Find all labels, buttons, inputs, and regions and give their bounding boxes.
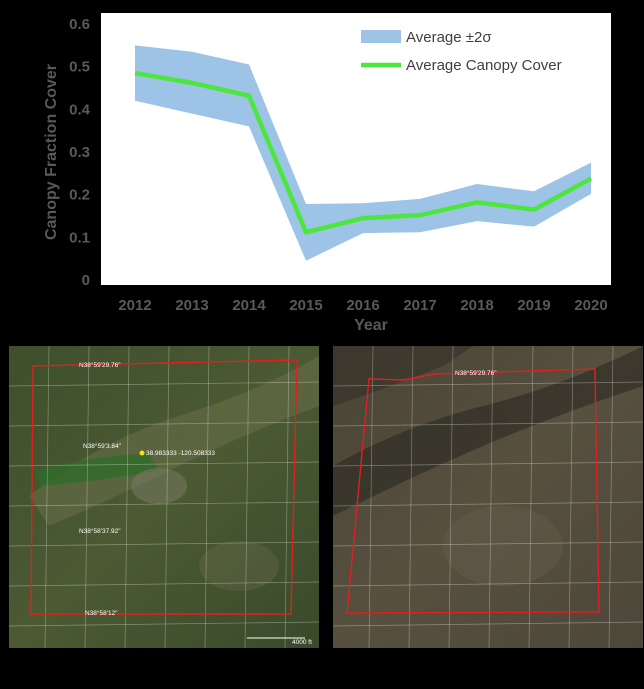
x-tick-label: 2020	[574, 297, 607, 314]
legend-band-label: Average ±2σ	[406, 29, 492, 46]
latitude-label-right: N38°59'29.76"	[455, 369, 497, 377]
marker-coordinates: 38.983333 -120.508333	[146, 450, 215, 457]
y-tick-label: 0.6	[69, 16, 90, 33]
satellite-map-before-svg: N38°59'29.76" N38°59'3.84" N38°58'37.92"…	[9, 346, 319, 648]
y-tick-label: 0	[82, 272, 90, 289]
y-tick-label: 0.5	[69, 59, 90, 76]
x-axis-ticks: 2012 2013 2014 2015 2016 2017 2018 2019 2020	[118, 297, 607, 314]
bare-patch	[131, 468, 187, 504]
x-tick-label: 2018	[460, 297, 493, 314]
bare-slope	[443, 506, 563, 586]
legend-band-swatch	[361, 30, 401, 43]
latitude-label-3: N38°58'37.92"	[79, 527, 121, 535]
bare-patch-2	[199, 541, 279, 591]
chart-svg: 0 0.1 0.2 0.3 0.4 0.5 0.6 2012 2013 2014 2015 2016…	[43, 13, 611, 334]
x-axis-title: Year	[354, 317, 388, 334]
latitude-label-4: N38°58'12"	[85, 609, 118, 617]
canopy-cover-chart: 0 0.1 0.2 0.3 0.4 0.5 0.6 2012 2013 2014 2015 2016…	[0, 0, 644, 340]
y-tick-label: 0.2	[69, 187, 90, 204]
y-axis-title: Canopy Fraction Cover	[43, 64, 60, 240]
grid-lines-right	[333, 346, 643, 648]
green-meadow	[34, 454, 159, 486]
satellite-map-after: N38°59'29.76"	[333, 346, 643, 648]
x-tick-label: 2017	[403, 297, 436, 314]
x-tick-label: 2019	[517, 297, 550, 314]
x-tick-label: 2016	[346, 297, 379, 314]
x-tick-label: 2013	[175, 297, 208, 314]
clearing-band	[29, 356, 319, 526]
y-tick-label: 0.4	[69, 101, 91, 118]
plot-boundary-right	[346, 368, 600, 614]
legend-line-label: Average Canopy Cover	[406, 57, 562, 74]
satellite-map-before: N38°59'29.76" N38°59'3.84" N38°58'37.92"…	[9, 346, 319, 648]
location-marker-icon	[139, 450, 145, 456]
x-tick-label: 2015	[289, 297, 322, 314]
dark-ridge	[333, 346, 643, 516]
y-tick-label: 0.3	[69, 144, 90, 161]
legend: Average ±2σ Average Canopy Cover	[361, 29, 562, 74]
satellite-map-after-svg: N38°59'29.76"	[333, 346, 643, 648]
latitude-label-1: N38°59'29.76"	[79, 361, 121, 369]
grid-lines	[9, 346, 319, 648]
y-tick-label: 0.1	[69, 229, 90, 246]
scale-label: 4000 ft	[292, 639, 312, 646]
x-tick-label: 2012	[118, 297, 151, 314]
average-canopy-cover-line	[134, 70, 593, 235]
plot-boundary	[30, 359, 298, 615]
y-axis-ticks: 0 0.1 0.2 0.3 0.4 0.5 0.6	[69, 16, 91, 289]
latitude-label-2: N38°59'3.84"	[83, 442, 122, 450]
x-tick-label: 2014	[232, 297, 266, 314]
